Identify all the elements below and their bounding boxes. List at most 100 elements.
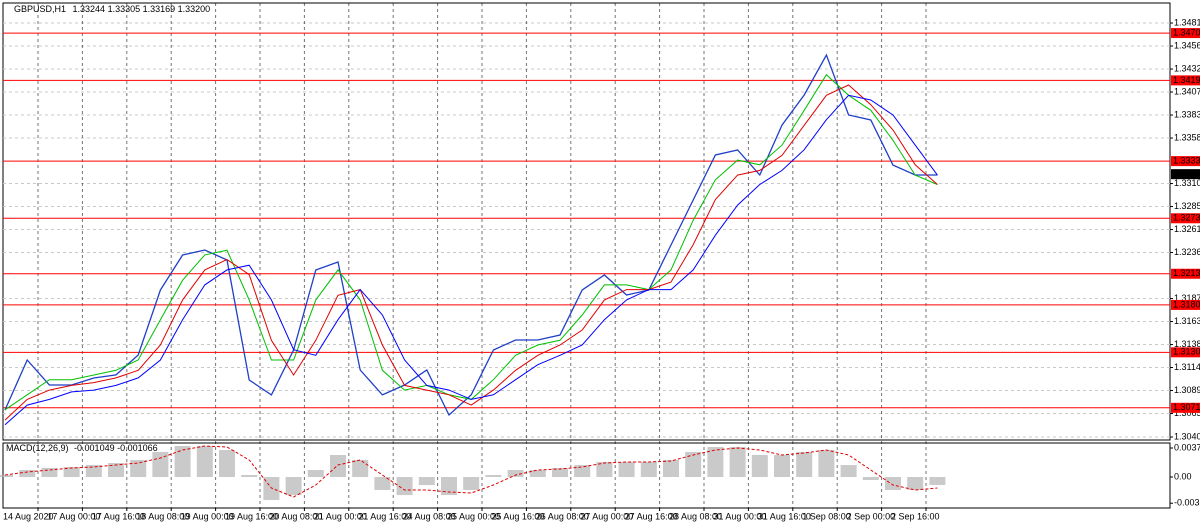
signal-line: [4, 445, 938, 498]
macd-bar: [174, 445, 191, 477]
level-label: 1.34703: [1173, 27, 1200, 37]
macd-bar: [418, 476, 435, 486]
y-tick-label: 1.31385: [1174, 339, 1200, 349]
x-tick-label: 20 Aug 08:00: [269, 511, 322, 521]
macd-bar: [507, 470, 524, 477]
level-label-box: [1171, 28, 1200, 39]
macd-bar: [885, 476, 901, 490]
y-tick-label: 1.33585: [1174, 132, 1200, 142]
macd-title: MACD(12,26,9) -0.001049 -0.001066: [6, 443, 158, 453]
y-tick-label: 1.34320: [1174, 63, 1200, 73]
chart-title: GBPUSD,H1 1.33244 1.33305 1.33169 1.3320…: [14, 4, 210, 14]
macd-bar: [862, 476, 879, 481]
current-price-box: [1171, 169, 1200, 180]
x-tick-label: 17 Aug 00:00: [47, 511, 100, 521]
macd-bar: [352, 459, 369, 477]
y-tick-label: 1.33100: [1174, 178, 1200, 188]
macd-bar: [152, 451, 169, 477]
level-label: 1.32139: [1173, 268, 1200, 278]
y-tick-label: 1.34810: [1174, 17, 1200, 27]
y-tick-label: 1.30895: [1174, 385, 1200, 395]
macd-bar: [685, 451, 702, 477]
level-label: 1.31302: [1173, 347, 1200, 357]
macd-values: -0.001049 -0.001066: [74, 443, 158, 453]
x-tick-label: 28 Aug 08:00: [669, 511, 722, 521]
y-tick-label: 1.31630: [1174, 316, 1200, 326]
y-tick-label: 1.32610: [1174, 224, 1200, 234]
macd-bar: [285, 476, 302, 496]
macd-bar: [596, 462, 613, 477]
x-tick-label: 19 Aug 16:00: [225, 511, 278, 521]
x-tick-label: 17 Aug 16:00: [92, 511, 145, 521]
macd-bar: [63, 466, 80, 477]
x-tick-label: 18 Aug 08:00: [136, 511, 189, 521]
y-tick-label: 0.00: [1174, 471, 1192, 481]
macd-bar: [330, 455, 346, 477]
macd-bar: [796, 451, 813, 477]
y-tick-label: 1.31140: [1174, 362, 1200, 372]
x-tick-label: 25 Aug 00:00: [447, 511, 500, 521]
macd-bar: [0, 474, 13, 477]
macd-bar: [396, 476, 413, 496]
level-label-box: [1171, 213, 1200, 224]
macd-bar: [219, 450, 235, 477]
level-label-box: [1171, 299, 1200, 310]
x-tick-label: 21 Aug 16:00: [358, 511, 411, 521]
x-tick-label: 2 Sep 16:00: [891, 511, 940, 521]
level-label-box: [1171, 268, 1200, 279]
macd-bar: [929, 476, 946, 486]
x-tick-label: 19 Aug 00:00: [181, 511, 234, 521]
macd-bar: [85, 465, 102, 477]
macd-bar: [529, 470, 546, 477]
y-tick-label: 1.32365: [1174, 247, 1200, 257]
macd-bar: [907, 476, 924, 490]
x-tick-label: 24 Aug 08:00: [403, 511, 456, 521]
macd-bar: [818, 450, 835, 477]
macd-bar: [130, 459, 147, 477]
price-line: [4, 53, 938, 417]
macd-bar: [552, 467, 568, 477]
macd-bar: [307, 470, 324, 477]
y-tick-label: 1.34565: [1174, 40, 1200, 50]
macd-bar: [640, 462, 657, 477]
x-tick-label: 31 Aug 16:00: [758, 511, 811, 521]
x-tick-label: 25 Aug 16:00: [491, 511, 544, 521]
level-label-box: [1171, 347, 1200, 358]
level-label: 1.31807: [1173, 299, 1200, 309]
level-label: 1.33339: [1173, 155, 1200, 165]
x-tick-label: 27 Aug 16:00: [625, 511, 678, 521]
macd-bar: [729, 447, 746, 477]
x-tick-label: 2 Sep 00:00: [847, 511, 896, 521]
macd-bar: [774, 455, 790, 477]
macd-bar: [574, 465, 591, 477]
x-tick-label: 27 Aug 00:00: [580, 511, 633, 521]
macd-name: MACD(12,26,9): [6, 443, 69, 453]
y-tick-label: 1.33830: [1174, 109, 1200, 119]
x-tick-label: 31 Aug 00:00: [713, 511, 766, 521]
macd-bar: [374, 476, 391, 490]
macd-bar: [707, 447, 724, 477]
macd-bar: [19, 470, 36, 477]
macd-bar: [463, 476, 480, 490]
macd-bar: [751, 455, 768, 477]
moving-average: [4, 94, 938, 426]
price-panel: [2, 2, 1171, 441]
moving-average: [4, 84, 938, 421]
level-label-box: [1171, 75, 1200, 86]
macd-bar: [618, 462, 635, 477]
x-tick-label: 14 Aug 2020: [3, 511, 54, 521]
level-label-box: [1171, 402, 1200, 413]
ohlc: 1.33244 1.33305 1.33169 1.33200: [73, 4, 211, 14]
macd-bar: [241, 474, 258, 477]
y-tick-label: 1.32855: [1174, 201, 1200, 211]
y-tick-label: 1.30650: [1174, 408, 1200, 418]
y-tick-label: 1.34075: [1174, 86, 1200, 96]
x-tick-label: 26 Aug 08:00: [536, 511, 589, 521]
y-tick-label: 1.31875: [1174, 293, 1200, 303]
y-tick-label: 1.30400: [1174, 431, 1200, 441]
y-tick-label: 0.003732: [1174, 442, 1200, 452]
symbol: GBPUSD,H1: [14, 4, 66, 14]
